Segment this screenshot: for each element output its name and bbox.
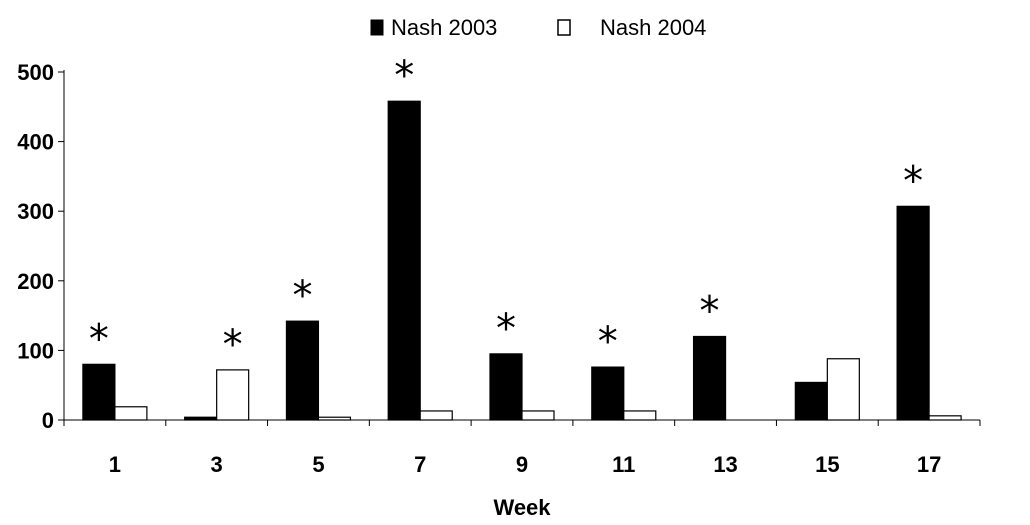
y-tick-label: 500 (17, 60, 54, 85)
x-tick-label: 1 (109, 452, 121, 477)
legend-label-nash-2004: Nash 2004 (600, 15, 706, 40)
x-axis-title: Week (493, 495, 551, 520)
x-tick-label: 17 (917, 452, 941, 477)
bar-nash-2004 (623, 410, 657, 421)
bar-nash-2003 (82, 363, 116, 421)
bar-nash-2003 (794, 381, 828, 421)
bar-nash-2003 (285, 320, 320, 421)
legend-swatch-nash-2004 (557, 19, 571, 36)
significance-marker: * (598, 319, 618, 365)
bar-nash-2004 (114, 406, 148, 421)
bar-nash-2004 (826, 358, 860, 421)
significance-marker: * (496, 306, 516, 352)
y-tick-label: 300 (17, 199, 54, 224)
x-tick-label: 13 (713, 452, 737, 477)
x-tick-label: 5 (312, 452, 324, 477)
x-tick-label: 7 (414, 452, 426, 477)
bar-nash-2003 (591, 366, 625, 421)
bar-nash-2003 (184, 416, 218, 421)
x-tick-label: 3 (211, 452, 223, 477)
bar-nash-2004 (216, 369, 250, 421)
bar-nash-2004 (521, 410, 555, 421)
significance-marker: * (700, 288, 720, 334)
y-tick-label: 0 (42, 408, 54, 433)
y-tick-label: 400 (17, 130, 54, 155)
significance-marker: * (394, 53, 414, 99)
significance-marker: * (89, 316, 109, 362)
x-tick-label: 15 (815, 452, 839, 477)
bar-nash-2004 (317, 416, 352, 421)
legend-label-nash-2003: Nash 2003 (391, 15, 497, 40)
bar-nash-2003 (896, 205, 930, 421)
significance-marker: * (903, 158, 923, 204)
bar-nash-2003 (692, 335, 727, 421)
y-tick-label: 100 (17, 338, 54, 363)
legend-swatch-nash-2003 (370, 19, 384, 36)
significance-marker: * (292, 273, 312, 319)
legend: Nash 2003 Nash 2004 (370, 15, 706, 40)
x-tick-label: 9 (516, 452, 528, 477)
y-tick-label: 200 (17, 269, 54, 294)
bar-nash-2004 (419, 410, 453, 421)
significance-marker: * (223, 322, 243, 368)
bar-nash-2003 (387, 100, 421, 421)
bar-nash-2003 (489, 353, 523, 421)
x-tick-label: 11 (612, 452, 635, 477)
bar-nash-2004 (928, 415, 962, 421)
